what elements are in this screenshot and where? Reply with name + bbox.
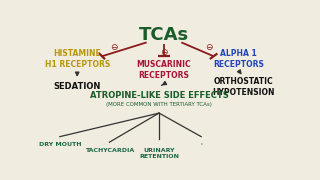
- Text: ATROPINE-LIKE SIDE EFFECTS: ATROPINE-LIKE SIDE EFFECTS: [90, 91, 228, 100]
- Text: ⊖: ⊖: [205, 43, 212, 52]
- Text: HISTAMINE
H1 RECEPTORS: HISTAMINE H1 RECEPTORS: [44, 49, 110, 69]
- Text: TCAs: TCAs: [139, 26, 189, 44]
- Text: ORTHOSTATIC
HYPOTENSION: ORTHOSTATIC HYPOTENSION: [212, 77, 275, 97]
- Text: DRY MOUTH: DRY MOUTH: [39, 142, 81, 147]
- Text: ⊖: ⊖: [160, 48, 168, 57]
- Text: ALPHA 1
RECEPTORS: ALPHA 1 RECEPTORS: [213, 49, 264, 69]
- Text: URINARY
RETENTION: URINARY RETENTION: [139, 148, 179, 159]
- Text: SEDATION: SEDATION: [53, 82, 101, 91]
- Text: ': ': [200, 142, 202, 148]
- Text: ⊖: ⊖: [111, 43, 118, 52]
- Text: (MORE COMMON WITH TERTIARY TCAs): (MORE COMMON WITH TERTIARY TCAs): [106, 102, 212, 107]
- Text: MUSCARINIC
RECEPTORS: MUSCARINIC RECEPTORS: [137, 60, 191, 80]
- Text: TACHYCARDIA: TACHYCARDIA: [85, 148, 134, 153]
